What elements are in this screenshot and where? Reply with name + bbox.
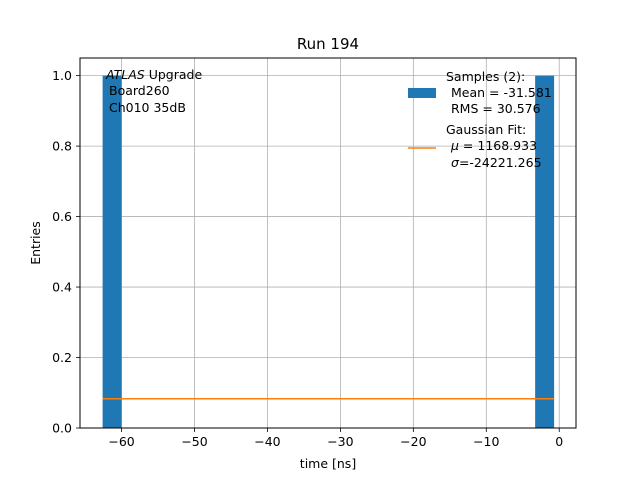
svg-text:μ = 1168.933: μ = 1168.933 <box>450 138 537 153</box>
legend-fit-mu-symbol: μ <box>450 138 459 153</box>
x-tick-label: −10 <box>473 434 499 449</box>
x-tick-label: −50 <box>181 434 207 449</box>
svg-text:σ=-24221.265: σ=-24221.265 <box>451 155 542 170</box>
x-tick-label: 0 <box>555 434 563 449</box>
x-axis-ticks: −60 −50 −40 −30 −20 −10 0 <box>108 428 563 449</box>
annotation-board: Board260 <box>109 83 170 98</box>
histogram-bar <box>102 75 122 428</box>
legend-samples-mean: Mean = -31.581 <box>451 85 552 100</box>
legend-fit-sigma-symbol: σ <box>451 155 460 170</box>
y-tick-label: 0.6 <box>52 209 72 224</box>
chart-title: Run 194 <box>297 35 359 53</box>
annotation-experiment: ATLAS <box>105 67 145 82</box>
legend-samples-rms: RMS = 30.576 <box>451 101 541 116</box>
y-tick-label: 0.8 <box>52 139 72 154</box>
x-tick-label: −30 <box>327 434 353 449</box>
legend-samples-swatch <box>408 88 436 98</box>
bars <box>102 75 555 428</box>
legend: Samples (2): Mean = -31.581 RMS = 30.576… <box>408 69 552 170</box>
histogram-bar <box>535 75 555 428</box>
annotation-upgrade: Upgrade <box>145 67 203 82</box>
x-tick-label: −60 <box>108 434 134 449</box>
y-tick-label: 1.0 <box>52 68 72 83</box>
x-axis-title: time [ns] <box>300 456 356 471</box>
y-tick-label: 0.2 <box>52 350 72 365</box>
y-axis-title: Entries <box>28 221 43 265</box>
y-tick-label: 0.0 <box>52 421 72 436</box>
experiment-annotation: ATLAS Upgrade Board260 Ch010 35dB <box>105 67 202 115</box>
legend-samples-title: Samples (2): <box>446 69 525 84</box>
legend-fit-title: Gaussian Fit: <box>446 122 526 137</box>
legend-fit-sigma-value: =-24221.265 <box>459 155 542 170</box>
annotation-channel: Ch010 35dB <box>109 100 186 115</box>
x-tick-label: −20 <box>400 434 426 449</box>
svg-text:ATLAS Upgrade: ATLAS Upgrade <box>105 67 202 82</box>
x-tick-label: −40 <box>254 434 280 449</box>
plot-frame <box>79 57 577 429</box>
legend-fit-mu-value: = 1168.933 <box>459 138 537 153</box>
y-tick-label: 0.4 <box>52 280 72 295</box>
y-axis-ticks: 0.0 0.2 0.4 0.6 0.8 1.0 <box>52 68 80 436</box>
